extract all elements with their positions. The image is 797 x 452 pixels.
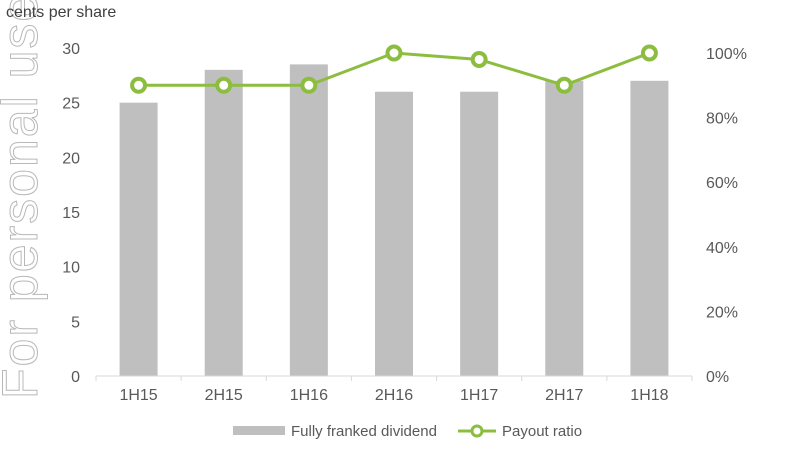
y2-tick-label: 100% — [706, 46, 747, 63]
payout-ratio-point-1h18 — [640, 44, 658, 62]
y2-tick-label: 60% — [706, 175, 738, 192]
payout-ratio-point-1h15 — [130, 76, 148, 94]
y-tick-label: 25 — [62, 96, 80, 113]
x-tick-label: 1H15 — [119, 387, 157, 404]
payout-ratio-point-1h16 — [300, 76, 318, 94]
y-tick-label: 15 — [62, 205, 80, 222]
y-axis-title: cents per share — [6, 4, 117, 21]
payout-ratio-point-2h15 — [215, 76, 233, 94]
x-tick-label: 2H17 — [545, 387, 583, 404]
y-tick-label: 10 — [62, 260, 80, 277]
payout-ratio-point-2h17 — [555, 76, 573, 94]
bar-1h17 — [460, 91, 499, 376]
y-tick-label: 30 — [62, 41, 80, 58]
y-tick-label: 0 — [71, 369, 80, 386]
x-tick-label: 2H16 — [375, 387, 413, 404]
legend-swatch-dividend — [233, 426, 285, 435]
payout-ratio-point-2h16 — [385, 44, 403, 62]
legend-swatch-payout-marker — [470, 424, 484, 438]
bar-1h16 — [289, 64, 328, 377]
bar-1h15 — [119, 102, 158, 377]
x-tick-label: 2H15 — [205, 387, 243, 404]
legend-label-dividend: Fully franked dividend — [291, 423, 437, 440]
payout-ratio-point-1h17 — [470, 50, 488, 68]
y2-tick-label: 40% — [706, 240, 738, 257]
y-tick-label: 20 — [62, 150, 80, 167]
x-tick-label: 1H16 — [290, 387, 328, 404]
y2-tick-label: 80% — [706, 111, 738, 128]
x-tick-label: 1H17 — [460, 387, 498, 404]
bar-1h18 — [630, 80, 669, 377]
bar-2h16 — [375, 91, 413, 376]
y2-tick-label: 0% — [706, 369, 729, 386]
y2-tick-label: 20% — [706, 304, 738, 321]
x-tick-label: 1H18 — [630, 387, 668, 404]
y-tick-label: 5 — [71, 314, 80, 331]
bar-2h15 — [204, 69, 243, 376]
bar-2h17 — [545, 80, 584, 377]
legend-label-payout: Payout ratio — [502, 423, 582, 440]
